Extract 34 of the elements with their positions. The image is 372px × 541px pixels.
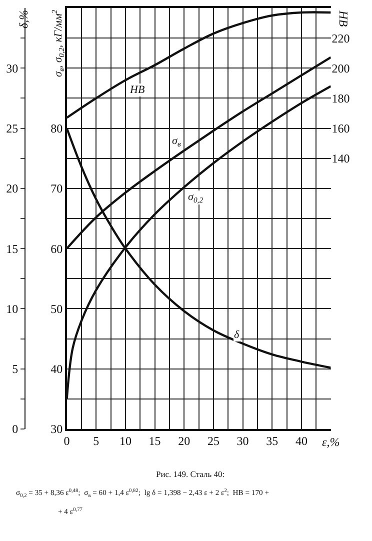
x-axis-title: ε,% [322, 435, 340, 449]
y2-tick-label: 50 [50, 302, 63, 316]
x-tick-label: 0 [64, 434, 70, 448]
series-label: σ$_{0,2}$ [188, 191, 204, 204]
y-tick-label: 15 [6, 242, 18, 256]
y2-tick-label: 30 [50, 422, 63, 436]
x-tick-label: 40 [295, 434, 308, 448]
y3-tick-label: 220 [332, 31, 350, 46]
x-tick-label: 10 [119, 434, 132, 448]
series-label: σ$_{в}$ [172, 135, 182, 148]
y3-axis-title: HB [336, 10, 350, 28]
x-tick-label: 25 [207, 434, 220, 448]
y3-tick-label: 160 [332, 121, 350, 136]
text: Рис. 149. Сталь 40: [156, 469, 225, 479]
y3-tick-label: 200 [332, 61, 350, 76]
y-tick-label: 0 [12, 422, 18, 436]
series-label: HB [129, 84, 145, 96]
y-tick-label: 10 [6, 302, 18, 316]
y-tick-label: 5 [12, 362, 18, 376]
x-tick-label: 5 [93, 434, 100, 448]
x-tick-label: 35 [266, 434, 278, 448]
y2-tick-label: 40 [50, 362, 63, 376]
y2-tick-label: 60 [50, 242, 63, 256]
y3-tick-label: 180 [332, 91, 350, 106]
y2-tick-label: 70 [50, 182, 63, 196]
y-tick-label: 25 [6, 121, 18, 136]
series-label: δ [234, 329, 240, 341]
x-tick-label: 20 [178, 434, 190, 448]
y2-tick-label: 80 [50, 121, 63, 136]
x-tick-label: 30 [236, 434, 249, 448]
y3-tick-label: 140 [332, 152, 350, 166]
x-tick-label: 15 [148, 434, 161, 448]
y-tick-label: 30 [6, 61, 18, 76]
y-tick-label: 20 [6, 182, 18, 196]
